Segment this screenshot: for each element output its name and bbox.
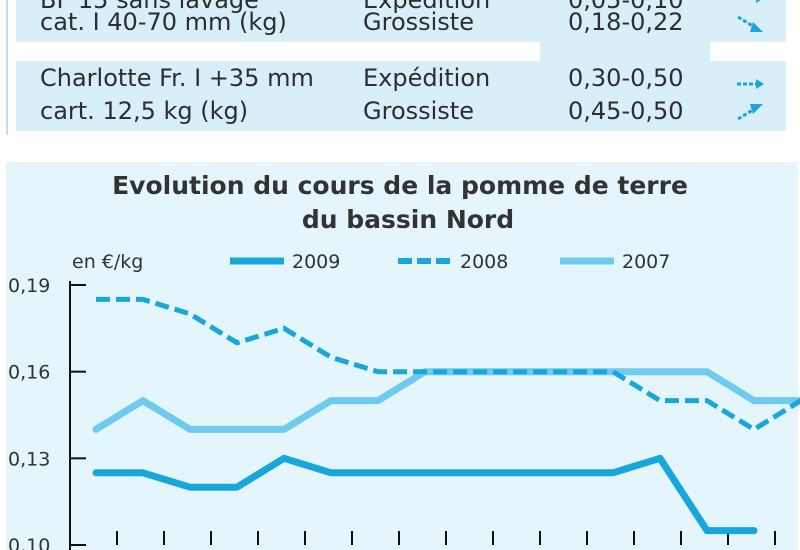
product-name: BF 15 sans lavage (40, 0, 259, 14)
legend-label: 2007 (622, 251, 670, 273)
product-category: cart. 12,5 kg (kg) (40, 97, 249, 125)
chart-title-line2: du bassin Nord (302, 205, 514, 234)
series-line-2009 (92, 454, 758, 535)
market-name: Grossiste (363, 8, 474, 36)
chart-series (92, 296, 800, 535)
legend-label: 2009 (292, 251, 340, 273)
y-axis-unit-label: en €/kg (72, 251, 143, 273)
trend-down-icon (737, 15, 763, 32)
trend-stable-icon (737, 79, 764, 89)
price-table: BF 15 sans lavage cat. I 40-70 mm (kg) E… (0, 0, 800, 135)
price-column (540, 0, 710, 131)
legend-label: 2008 (460, 251, 508, 273)
x-axis (116, 531, 776, 545)
y-tick-label: 0,10 (8, 535, 50, 550)
price-range: 0,45-0,50 (568, 97, 684, 125)
price-range: 0,30-0,50 (568, 64, 684, 92)
price-range: 0,18-0,22 (568, 8, 684, 36)
product-name: Charlotte Fr. I +35 mm (40, 64, 314, 92)
market-name: Grossiste (363, 97, 474, 125)
trend-stable-icon (756, 0, 761, 3)
market-name: Expédition (363, 0, 491, 14)
chart-legend: 2009 2008 2007 (230, 251, 670, 273)
series-line-2008 (96, 296, 800, 432)
y-tick-label: 0,19 (8, 275, 50, 297)
y-tick-label: 0,16 (8, 362, 50, 384)
market-name: Expédition (363, 64, 491, 92)
chart-background (6, 162, 798, 550)
y-axis: 0,10 0,13 0,16 0,19 (8, 275, 86, 550)
chart-title: Evolution du cours de la pomme de terre (112, 171, 688, 200)
table-left-border (6, 0, 8, 135)
y-tick-label: 0,13 (8, 448, 50, 470)
price-evolution-chart: Evolution du cours de la pomme de terre … (6, 162, 800, 550)
price-range: 0,05-0,10 (568, 0, 684, 14)
product-category: cat. I 40-70 mm (kg) (40, 8, 287, 36)
trend-up-icon (737, 104, 763, 121)
